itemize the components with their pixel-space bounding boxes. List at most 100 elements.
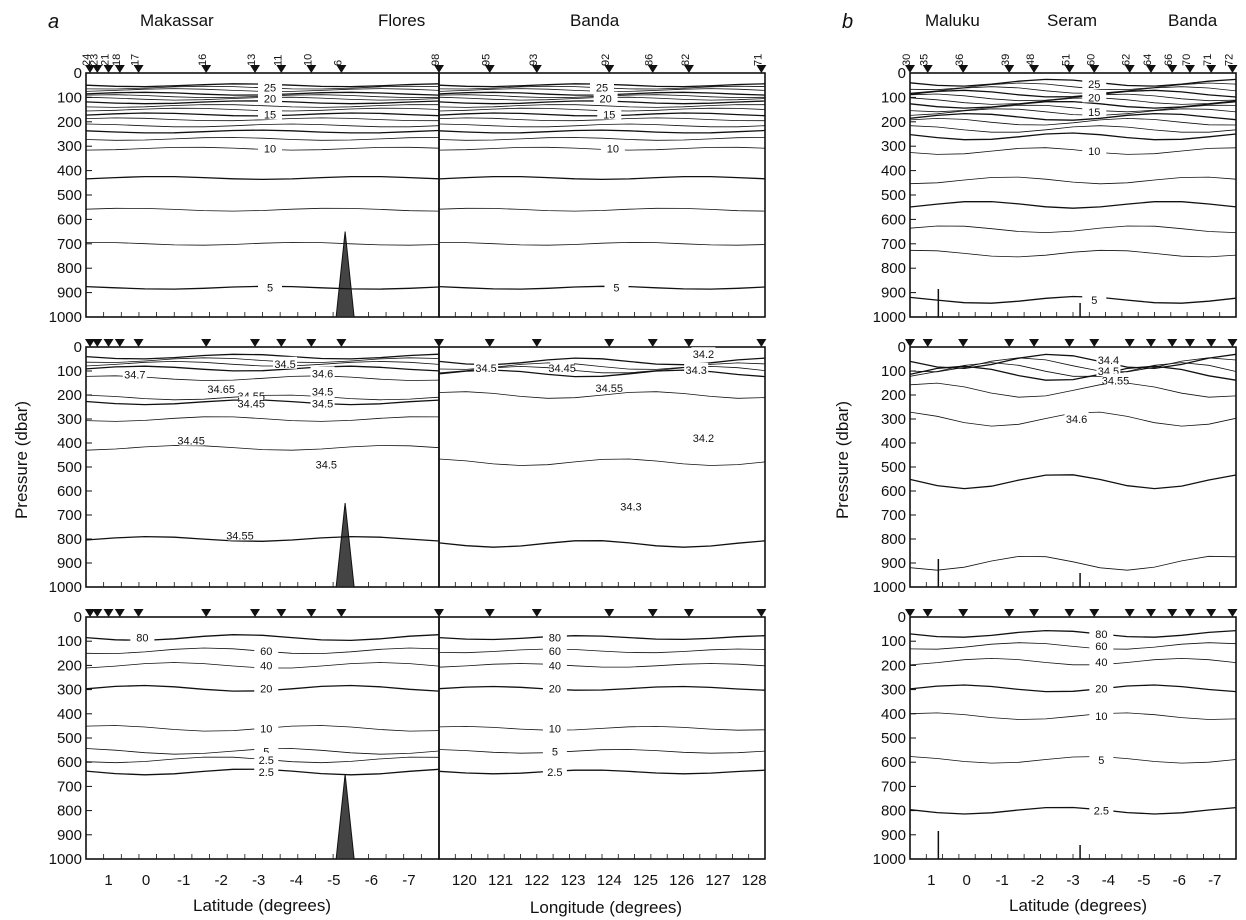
panel-a-station-marker-0-9 [336,65,347,73]
panel-a-oxy-label-4: 10 [260,723,272,735]
panel-a-oxy-label-1-bg [254,643,279,656]
panel-a-oxy-label-3: 20 [260,683,272,695]
panel-a-right-sal-iso-6 [438,540,766,548]
panel-a-right-oxy-iso-1 [438,648,766,654]
panel-b-station-label-10: 70 [1181,54,1193,66]
panel-a-station-marker-2-3 [114,609,125,617]
panel-b-row0-ytick-label-5: 500 [881,187,906,204]
panel-a-right-station-marker-0-5 [683,65,694,73]
panel-a-oxy-label-2-bg [254,658,279,671]
panel-b-station-marker-0-3 [1004,65,1015,73]
panel-b-oxy-iso-0 [909,629,1237,638]
panel-b-row2-ytick-label-6: 600 [881,754,906,771]
panel-a-lon-tick-label-0: 120 [452,872,477,889]
panel-b-row0-ytick-label-4: 400 [881,163,906,180]
panel-a-row2-ytick-label-6: 600 [57,754,82,771]
panel-a-xtick-label-6: -5 [327,872,340,889]
panel-b-station-label-2: 36 [954,54,966,66]
panel-a-station-marker-0-1 [92,65,103,73]
panel-a-right-station-marker-1-1 [484,339,495,347]
region-banda-b: Banda [1168,11,1218,30]
panel-a-right-sal-label-6-bg [618,499,643,512]
panel-b-station-marker-0-10 [1184,65,1195,73]
panel-b-oxy-label-2-bg [1089,654,1114,667]
panel-a-right-temp-iso-10 [438,117,766,122]
panel-b-temp-iso-9 [909,112,1237,121]
panel-a-temp-label-4-bg [258,280,283,293]
panel-a-lon-tick-label-5: 125 [633,872,658,889]
panel-a-station-marker-1-1 [92,339,103,347]
panel-b-temp-iso-11 [909,125,1237,133]
panel-a-left-temp-iso-13 [85,137,440,141]
panel-a-right-temp-iso-16 [438,207,766,212]
x-axis-label-latitude-a: Latitude (degrees) [193,896,331,915]
panel-b-oxy-label-2: 40 [1095,657,1107,669]
panel-b-oxy-label-1: 60 [1095,641,1107,653]
panel-a-lon-tick-label-7: 127 [705,872,730,889]
panel-b-sal-iso-7 [909,555,1237,571]
panel-a-row0-ytick-label-4: 400 [57,163,82,180]
panel-a-row0-ytick-label-10: 1000 [49,309,82,326]
x-axis-label-latitude-b: Latitude (degrees) [1009,896,1147,915]
panel-a-station-marker-1-7 [276,339,287,347]
panel-b-row1-ytick-label-10: 1000 [873,579,906,596]
panel-a-row0-ytick-label-8: 800 [57,260,82,277]
panel-b-row0-ytick-label-1: 100 [881,89,906,106]
panel-b-station-marker-1-8 [1145,339,1156,347]
panel-b-row1-ytick-label-1: 100 [881,363,906,380]
panel-b-oxy-label-6-bg [1089,803,1114,816]
panel-b-xtick-label-7: -6 [1173,872,1186,889]
panel-a-station-marker-0-2 [103,65,114,73]
panel-b-sal-label-2-bg [1103,373,1128,386]
panel-a-lon-tick-label-8: 128 [742,872,767,889]
panel-b-row0-ytick-label-2: 200 [881,114,906,131]
panel-b-temp-label-4-bg [1082,292,1107,305]
panel-a-right-oxy-label-3-bg [542,681,567,694]
panel-b-station-marker-2-4 [1029,609,1040,617]
panel-a-row1-ytick-label-5: 500 [57,459,82,476]
panel-b-row0-ytick-label-8: 800 [881,260,906,277]
panel-b-xtick-label-3: -2 [1031,872,1044,889]
panel-a-right-station-marker-0-2 [531,65,542,73]
panel-b-temp-label-3: 10 [1088,146,1100,158]
panel-a-right-temp-iso-17 [438,241,766,246]
panel-a-right-oxy-iso-5 [438,749,766,754]
panel-a-sal-label-8-bg [179,433,204,446]
panel-a-station-label-7: 11 [272,55,284,66]
panel-a-sal-label-2-bg [122,367,147,380]
panel-a-station-marker-2-5 [201,609,212,617]
panel-a-station-label-2: 21 [100,54,112,66]
panel-a-station-marker-0-3 [114,65,125,73]
panel-a-station-marker-2-1 [92,609,103,617]
panel-b-temp-label-2: 15 [1088,107,1100,119]
panel-b-xtick-label-8: -7 [1208,872,1221,889]
panel-a-row1-ytick-label-6: 600 [57,483,82,500]
panel-a-left-sal-iso-1 [85,357,440,363]
panel-b-station-marker-1-10 [1184,339,1195,347]
panel-a-lon-tick-label-6: 126 [669,872,694,889]
panel-b-station-label-0: 30 [901,54,913,66]
y-axis-label-b: Pressure (dbar) [833,401,852,519]
panel-a-sal-label-8: 34.45 [177,436,205,448]
panel-a-oxy-label-0-bg [130,630,155,643]
panel-a-station-marker-1-5 [201,339,212,347]
panel-b-row1-ytick-label-3: 300 [881,411,906,428]
panel-b-oxy-label-5: 5 [1098,755,1104,767]
panel-a-right-oxy-iso-3 [438,685,766,691]
panel-a-topography-row0 [335,231,355,318]
panel-a-right-temp-iso-7 [438,104,766,108]
panel-a-left-row1-frame [85,346,440,588]
panel-b-sal-iso-3 [909,365,1237,381]
panel-b-station-marker-1-5 [1064,339,1075,347]
panel-b-station-marker-2-0 [905,609,915,617]
panel-a-sal-label-5-bg [239,396,264,409]
panel-a-right-station-marker-2-1 [484,609,495,617]
panel-a-oxy-label-5: 5 [263,746,269,758]
panel-b-oxy-label-0-bg [1089,626,1114,639]
region-banda-a: Banda [570,11,620,30]
panel-a-right-sal-label-4: 34.55 [595,383,623,395]
panel-a-sal-label-3: 34.65 [207,384,235,396]
panel-b-station-marker-0-6 [1089,65,1100,73]
panel-b-oxy-label-4: 10 [1095,711,1107,723]
panel-a-right-temp-iso-13 [438,137,766,141]
